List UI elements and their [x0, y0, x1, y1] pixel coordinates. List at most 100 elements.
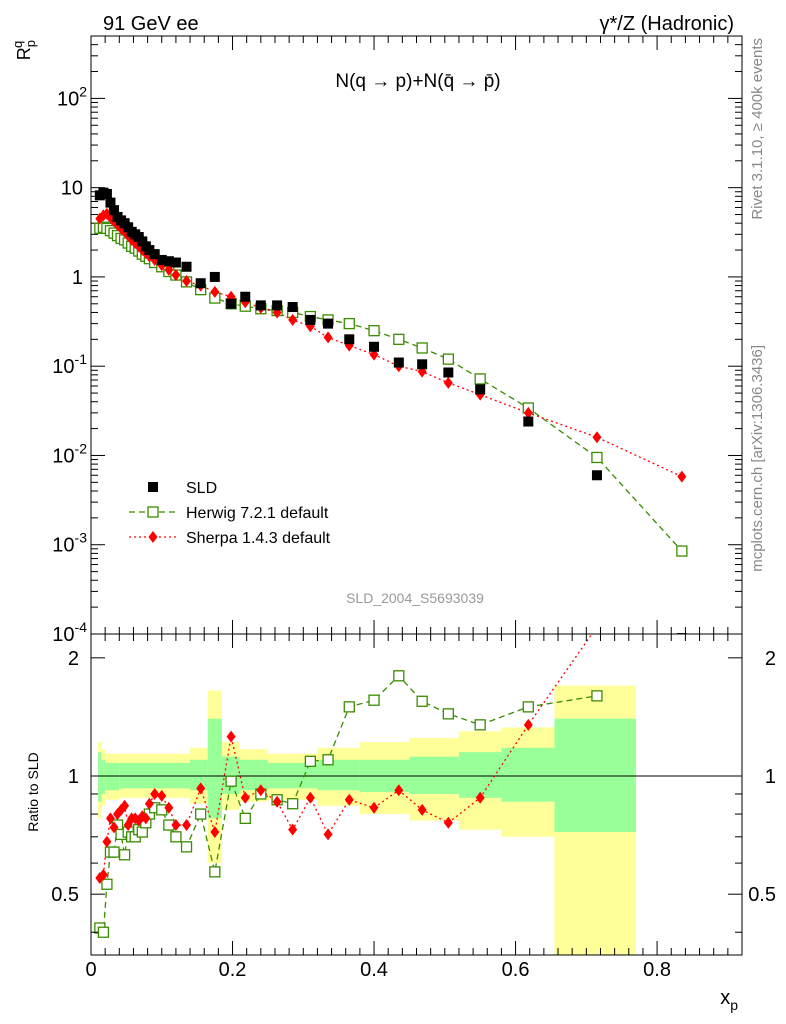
- ratio-herwig-point: [97, 926, 110, 938]
- ratio-herwig-point: [287, 798, 299, 810]
- sld-point: [195, 278, 206, 289]
- main-y-tick-label: 10-3: [52, 530, 87, 557]
- ratio-herwig-point: [442, 708, 454, 720]
- sld-point: [305, 314, 316, 325]
- sld-point: [240, 291, 251, 302]
- sld-point: [272, 300, 283, 311]
- sherpa-point: [443, 376, 453, 389]
- legend-herwig-marker: [147, 506, 159, 518]
- sld-point: [105, 197, 116, 208]
- sld-point: [108, 205, 119, 216]
- mcplots-label: mcplots.cern.ch [arXiv:1306.3436]: [749, 345, 766, 572]
- sherpa-point: [210, 285, 220, 298]
- ratio-herwig-point: [591, 690, 603, 702]
- ratio-y-tick-label-left: 2: [68, 648, 79, 670]
- sld-point: [170, 257, 181, 268]
- ratio-sherpa-point: [182, 819, 192, 832]
- ratio-band-inner: [101, 759, 106, 794]
- ratio-band-inner: [190, 759, 208, 791]
- legend-label-sld: SLD: [186, 480, 217, 497]
- ratio-sherpa-point: [305, 791, 315, 804]
- sld-point: [163, 256, 174, 267]
- herwig-point: [393, 333, 405, 345]
- sld-point: [144, 245, 155, 256]
- ratio-band-inner: [207, 718, 222, 819]
- ratio-sherpa-point: [157, 789, 167, 802]
- ratio-herwig-point: [180, 841, 193, 853]
- ratio-panel: 0.5 0.5 1 1 2 2 0 0.2 0.4 0.6 0.8 Ratio to SLD xp: [25, 633, 776, 1013]
- ratio-herwig-point: [108, 846, 120, 858]
- main-y-tick-label: 102: [57, 83, 87, 110]
- ratio-sherpa-point: [272, 795, 282, 808]
- ratio-herwig-point: [393, 670, 405, 682]
- ratio-sherpa-point: [226, 730, 236, 743]
- ratio-herwig-point: [522, 701, 534, 713]
- ratio-band-inner: [409, 756, 459, 794]
- legend-sherpa-marker: [148, 531, 158, 543]
- ratio-sherpa-point: [102, 835, 112, 848]
- main-y-tick-label: 1: [72, 267, 83, 289]
- sld-point: [344, 334, 355, 345]
- ratio-sherpa-point: [344, 793, 354, 806]
- ratio-sherpa-point: [210, 826, 220, 839]
- ratio-sherpa-point: [196, 782, 206, 795]
- main-y-tick-label: 10-4: [52, 619, 87, 646]
- ratio-y-tick-label-right: 1: [765, 766, 776, 788]
- legend-sld-marker: [148, 482, 158, 492]
- ratio-sherpa-point: [105, 812, 115, 825]
- ratio-herwig-point: [304, 755, 317, 767]
- sld-point: [393, 357, 404, 368]
- ratio-y-axis-label: Ratio to SLD: [25, 752, 41, 831]
- ratio-sherpa-point: [98, 868, 108, 881]
- sld-point: [369, 341, 380, 352]
- ratio-sherpa-point: [120, 799, 130, 812]
- herwig-point: [368, 325, 380, 337]
- sherpa-point: [592, 431, 602, 444]
- ratio-y-tick-label-right: 0.5: [748, 884, 776, 906]
- ratio-sherpa-point: [523, 718, 533, 731]
- main-y-tick-label: 10-1: [52, 351, 87, 378]
- sherpa-point: [182, 275, 192, 288]
- x-tick-label: 0.8: [643, 959, 671, 981]
- ratio-herwig-point: [101, 878, 113, 890]
- sld-point: [417, 359, 428, 370]
- sld-point: [255, 300, 266, 311]
- herwig-point: [676, 545, 688, 557]
- ratio-sherpa-point: [369, 801, 379, 814]
- ratio-sherpa-point: [164, 801, 174, 814]
- sherpa-point: [677, 470, 687, 483]
- ratio-herwig-point: [170, 831, 182, 843]
- ratio-herwig-point: [322, 754, 334, 766]
- herwig-point: [343, 317, 355, 330]
- ratio-herwig-point: [118, 849, 131, 861]
- sld-point: [149, 249, 160, 260]
- legend-label-sherpa: Sherpa 1.4.3 default: [186, 530, 331, 547]
- analysis-id-label: SLD_2004_S5693039: [346, 590, 484, 606]
- herwig-point: [442, 353, 454, 365]
- ratio-band-inner: [554, 718, 636, 833]
- main-y-axis-label: Rpq: [10, 40, 38, 60]
- x-tick-label: 0: [85, 959, 96, 981]
- ratio-band-inner: [105, 762, 120, 791]
- herwig-line: [99, 226, 683, 552]
- ratio-sherpa-point: [443, 816, 453, 829]
- main-y-tick-label: 10-2: [52, 440, 87, 467]
- sherpa-point: [171, 269, 181, 282]
- ratio-herwig-point: [239, 812, 251, 825]
- legend: SLD Herwig 7.2.1 default Sherpa 1.4.3 defa…: [129, 480, 331, 547]
- ratio-sherpa-point: [417, 803, 427, 816]
- ratio-sherpa-point: [394, 784, 404, 797]
- ratio-herwig-point: [474, 719, 486, 731]
- process-label: γ*/Z (Hadronic): [600, 13, 734, 35]
- sld-point: [475, 384, 486, 395]
- main-panel: 10-4 10-3 10-2 10-1 1 10 102 N(q → p)+N(q̄ → p…: [10, 35, 743, 646]
- ratio-sherpa-point: [144, 797, 154, 810]
- sld-point: [591, 470, 602, 481]
- herwig-point: [416, 342, 428, 354]
- ratio-herwig-point: [368, 694, 380, 706]
- sld-point: [443, 367, 454, 378]
- sld-point: [181, 261, 192, 272]
- rivet-version-label: Rivet 3.1.10, ≥ 400k events: [749, 38, 766, 220]
- ratio-sherpa-point: [150, 787, 160, 800]
